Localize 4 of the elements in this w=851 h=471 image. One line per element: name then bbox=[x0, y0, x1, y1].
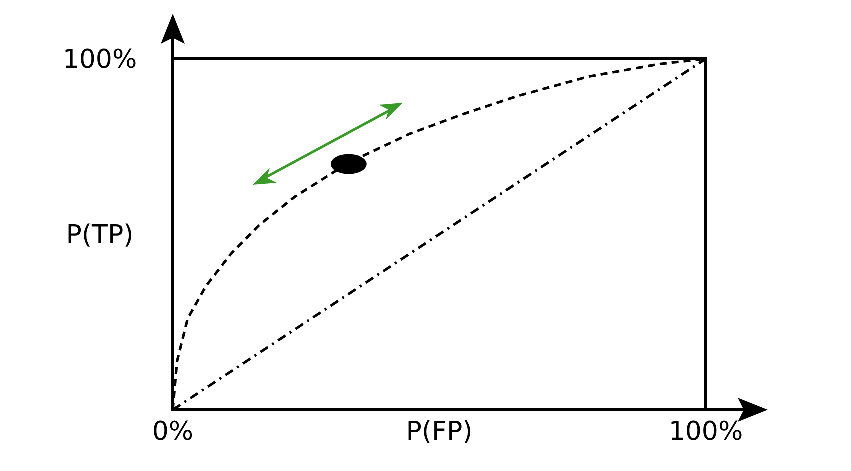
x-tick-label: 0% bbox=[152, 417, 194, 447]
y-axis-title: P(TP) bbox=[66, 220, 134, 251]
text: 100% bbox=[62, 45, 138, 76]
x-axis-title: P(FP) bbox=[406, 417, 473, 447]
